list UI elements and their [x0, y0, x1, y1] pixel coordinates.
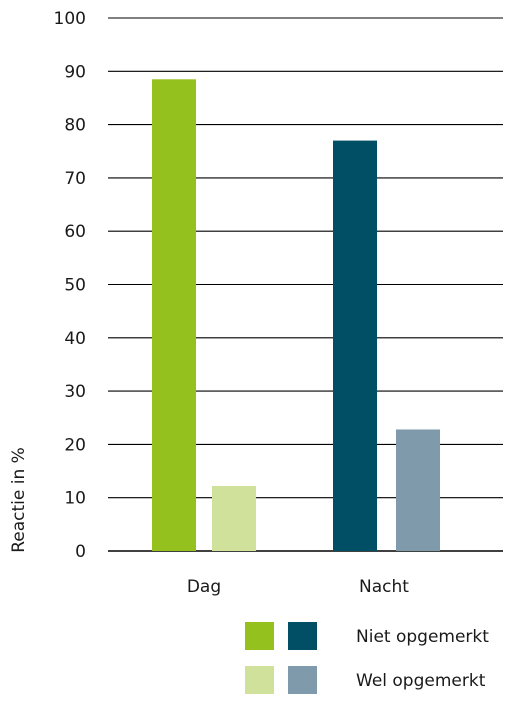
y-tick-label: 50 [64, 276, 86, 296]
bar-dag-niet-opgemerkt [152, 79, 196, 552]
y-axis-label: Reactie in % [9, 447, 29, 553]
bar-dag-wel-opgemerkt [212, 485, 256, 551]
legend-label: Wel opgemerkt [356, 671, 486, 691]
legend-swatch [245, 666, 274, 694]
x-tick-label: Nacht [359, 577, 409, 597]
x-tick-labels: Dag Nacht [187, 577, 409, 597]
legend-swatch [288, 666, 317, 694]
y-tick-label: 80 [64, 116, 86, 136]
legend-label: Niet opgemerkt [356, 627, 489, 647]
y-tick-label: 0 [75, 542, 86, 562]
y-tick-label: 30 [64, 382, 86, 402]
bar-nacht-wel-opgemerkt [396, 429, 440, 551]
y-tick-label: 100 [54, 9, 86, 29]
y-tick-label: 10 [64, 489, 86, 509]
legend-swatch [245, 622, 274, 650]
y-tick-label: 40 [64, 329, 86, 349]
bar-nacht-niet-opgemerkt [333, 140, 377, 551]
bars [152, 79, 440, 552]
legend: Niet opgemerkt Wel opgemerkt [245, 622, 489, 694]
y-tick-label: 70 [64, 169, 86, 189]
legend-swatch [288, 622, 317, 650]
y-tick-label: 60 [64, 222, 86, 242]
y-tick-label: 20 [64, 435, 86, 455]
y-tick-label: 90 [64, 62, 86, 82]
y-tick-labels: 0 10 20 30 40 50 60 70 80 90 100 [54, 9, 86, 562]
x-tick-label: Dag [187, 577, 221, 597]
